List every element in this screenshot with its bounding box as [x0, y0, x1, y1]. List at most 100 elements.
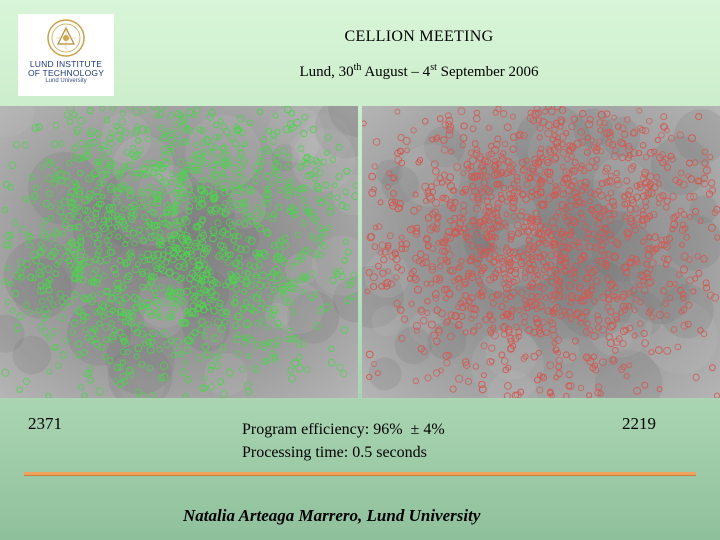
cell-marker	[217, 324, 226, 333]
cell-marker	[161, 178, 169, 186]
cell-marker	[469, 270, 476, 277]
cell-marker	[539, 373, 546, 380]
cell-marker	[562, 130, 570, 137]
cell-marker	[271, 308, 278, 315]
cell-marker	[219, 343, 227, 351]
cell-marker	[304, 366, 311, 373]
cell-marker	[211, 334, 219, 342]
cell-marker	[509, 197, 518, 206]
cell-marker	[84, 314, 91, 321]
cell-marker	[38, 271, 45, 278]
cell-marker	[410, 206, 418, 215]
cell-marker	[125, 161, 134, 170]
cell-marker	[459, 215, 466, 222]
cell-marker	[325, 224, 332, 231]
subtitle-sup-th: th	[353, 62, 362, 73]
cell-marker	[478, 289, 485, 297]
cell-marker	[193, 266, 201, 274]
cell-marker	[167, 284, 175, 292]
cell-marker	[293, 118, 302, 127]
cell-marker	[272, 255, 281, 264]
cell-marker	[451, 229, 460, 238]
cell-marker	[678, 226, 687, 234]
cell-marker	[470, 310, 479, 319]
cell-marker	[119, 333, 128, 342]
cell-marker	[601, 205, 608, 213]
cell-marker	[220, 188, 229, 197]
cell-marker	[222, 199, 230, 207]
cell-marker	[621, 130, 629, 138]
cell-marker	[417, 307, 426, 316]
cell-marker	[565, 382, 573, 390]
cell-marker	[507, 345, 515, 353]
cell-marker	[711, 209, 719, 216]
cell-marker	[432, 275, 441, 283]
cell-marker	[88, 329, 97, 338]
cell-marker	[226, 368, 235, 377]
cell-marker	[320, 158, 327, 166]
cell-marker	[148, 272, 156, 280]
cell-marker	[54, 166, 62, 174]
cell-marker	[120, 205, 127, 212]
cell-marker	[138, 321, 145, 329]
cell-marker	[328, 345, 335, 353]
cell-marker	[658, 241, 666, 249]
cell-marker	[562, 351, 570, 359]
cell-marker	[465, 270, 473, 278]
cell-marker	[445, 130, 454, 139]
cell-marker	[121, 163, 128, 171]
cell-marker	[575, 239, 582, 246]
cell-marker	[386, 232, 394, 240]
cell-marker	[80, 312, 87, 320]
cell-marker	[342, 188, 349, 196]
cell-marker	[108, 320, 115, 327]
cell-marker	[40, 233, 49, 241]
cell-marker	[122, 226, 128, 233]
cell-marker	[702, 166, 711, 175]
cell-marker	[146, 345, 155, 354]
cell-marker	[158, 284, 166, 292]
cell-marker	[219, 145, 226, 152]
cell-marker	[263, 172, 272, 180]
cell-marker	[411, 275, 420, 284]
cell-marker	[276, 254, 285, 263]
cell-marker	[94, 274, 102, 283]
cell-marker	[481, 249, 490, 257]
cell-marker	[167, 292, 176, 300]
cell-marker	[568, 182, 575, 189]
cell-marker	[192, 239, 200, 247]
cell-marker	[50, 344, 58, 351]
cell-marker	[27, 273, 35, 282]
cell-marker	[594, 257, 601, 264]
cell-marker	[298, 274, 306, 281]
cell-marker	[231, 140, 239, 148]
cell-marker	[66, 298, 74, 306]
cell-marker	[106, 357, 114, 365]
cell-marker	[659, 158, 667, 167]
cell-marker	[194, 195, 203, 203]
cell-marker	[2, 241, 10, 249]
cell-marker	[119, 282, 127, 290]
cell-marker	[528, 292, 536, 301]
cell-marker	[54, 230, 61, 237]
cell-marker	[145, 333, 152, 341]
cell-marker	[578, 187, 586, 194]
cell-marker	[254, 341, 262, 349]
logo-text-line1: LUND INSTITUTE	[29, 59, 103, 69]
cell-marker	[234, 126, 242, 134]
cell-marker	[473, 204, 481, 213]
cell-marker	[488, 330, 495, 337]
cell-marker	[316, 239, 324, 247]
cell-marker	[594, 316, 603, 324]
texture-blob	[398, 144, 461, 207]
cell-marker	[235, 261, 244, 270]
cell-marker	[498, 153, 505, 160]
cell-marker	[301, 184, 309, 192]
cell-marker	[565, 281, 574, 290]
cell-marker	[247, 186, 256, 195]
cell-marker	[261, 212, 269, 220]
cell-marker	[121, 259, 129, 267]
cell-marker	[148, 312, 155, 319]
cell-marker	[113, 363, 122, 371]
cell-marker	[106, 206, 113, 213]
